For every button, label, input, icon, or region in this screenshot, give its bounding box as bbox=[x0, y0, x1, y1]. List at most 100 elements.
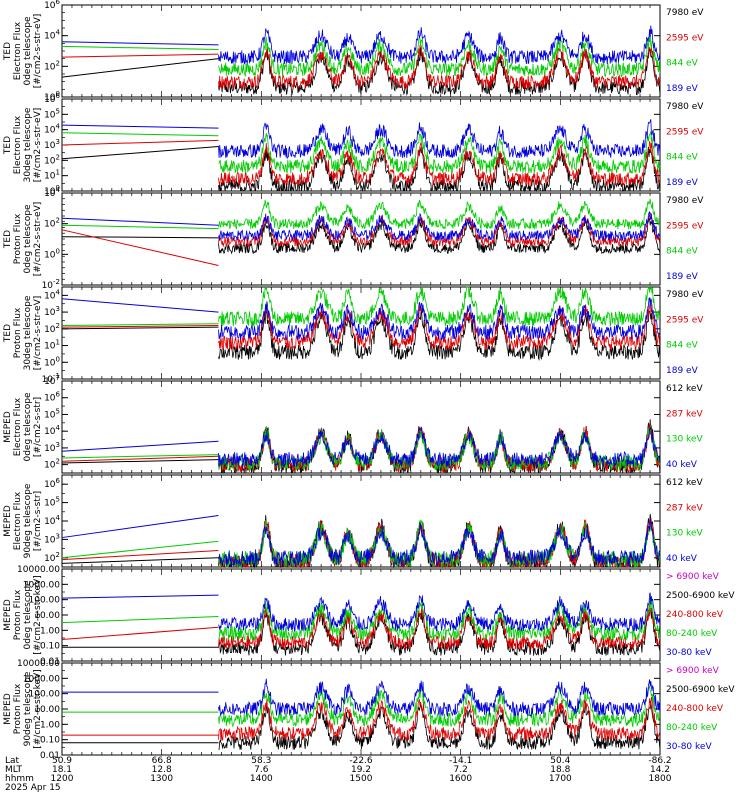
y-tick-label: 104 bbox=[44, 424, 60, 437]
legend-entry: 30-80 keV bbox=[666, 648, 712, 658]
series-trace bbox=[218, 308, 661, 361]
y-axis-label: TED Electron Flux 30deg telescope [#/cm2-s-… bbox=[3, 107, 43, 182]
series-gap-line bbox=[61, 549, 219, 561]
legend-entry: 287 keV bbox=[666, 409, 703, 419]
y-axis-label: TED Proton Flux 0deg telescope [#/cm2-s-str… bbox=[3, 202, 43, 277]
series-gap-line bbox=[61, 229, 219, 266]
y-tick-label: 0.01 bbox=[40, 751, 60, 761]
y-label-line: MEPED bbox=[3, 505, 13, 537]
y-label-line: [#/cm2-s-str] bbox=[33, 397, 43, 457]
legend-entry: 80-240 keV bbox=[666, 723, 718, 733]
y-label-line: TED bbox=[3, 136, 13, 155]
y-tick-label: 1000.00 bbox=[23, 674, 60, 684]
y-tick-label: 100.00 bbox=[29, 596, 61, 606]
footer-lat: 58.3 bbox=[251, 756, 271, 766]
y-tick-label: 101 bbox=[44, 339, 60, 352]
y-tick-label: 1000.00 bbox=[23, 580, 60, 590]
footer-row-label: hhmm bbox=[5, 774, 34, 784]
series-gap-line bbox=[61, 132, 219, 137]
series-trace bbox=[218, 678, 661, 718]
legend-entry: 7980 eV bbox=[666, 196, 704, 206]
y-tick-label: 1.00 bbox=[40, 720, 60, 730]
series-trace bbox=[218, 211, 661, 243]
footer-lat: 66.8 bbox=[152, 756, 172, 766]
legend-entry: 844 eV bbox=[666, 153, 699, 163]
y-label-line: MEPED bbox=[3, 693, 13, 725]
footer-hhmm: 1400 bbox=[250, 774, 273, 784]
y-label-line: 30deg telescope bbox=[23, 295, 33, 370]
y-tick-label: 102 bbox=[44, 458, 60, 471]
footer-mlt: 18.8 bbox=[550, 765, 570, 775]
series-gap-line bbox=[61, 224, 219, 230]
y-tick-label: 0.10 bbox=[40, 642, 60, 652]
series-gap-line bbox=[61, 124, 219, 129]
y-label-line: [#/cm2-s-str-eV] bbox=[33, 202, 43, 277]
footer-hhmm: 1500 bbox=[350, 774, 373, 784]
legend-entry: 844 eV bbox=[666, 59, 699, 69]
footer-lat: -86.2 bbox=[648, 756, 671, 766]
legend-entry: 2595 eV bbox=[666, 33, 704, 43]
y-axis-label: MEPED Electron Flux 0deg telescope [#/cm2-s… bbox=[3, 392, 43, 462]
series-gap-line bbox=[61, 514, 219, 539]
y-tick-label: 105 bbox=[44, 496, 60, 509]
series-gap-line bbox=[61, 626, 219, 641]
y-label-line: 90deg telescope bbox=[23, 671, 33, 746]
y-tick-label: 106 bbox=[44, 391, 60, 404]
series-gap-line bbox=[61, 324, 219, 328]
series-3 bbox=[61, 131, 661, 175]
y-tick-label: 10.00 bbox=[34, 611, 60, 621]
series-4 bbox=[61, 514, 661, 568]
legend-entry: 844 eV bbox=[666, 247, 699, 257]
series-trace bbox=[218, 300, 661, 351]
footer-hhmm: 1800 bbox=[649, 774, 672, 784]
footer-lat: -14.1 bbox=[449, 756, 472, 766]
series-gap-line bbox=[61, 616, 219, 624]
series-gap-line bbox=[61, 323, 219, 326]
series-3 bbox=[61, 285, 661, 327]
legend-entry: > 6900 keV bbox=[666, 666, 720, 676]
footer-mlt: 14.2 bbox=[650, 765, 670, 775]
y-tick-label: 10000.00 bbox=[17, 659, 60, 669]
legend-entry: 189 eV bbox=[666, 178, 699, 188]
series-trace bbox=[218, 198, 661, 230]
series-gap-line bbox=[61, 298, 219, 313]
series-gap-line bbox=[61, 53, 219, 58]
series-trace bbox=[218, 518, 661, 568]
legend-entry: 7980 eV bbox=[666, 290, 704, 300]
footer-lat: 50.9 bbox=[52, 756, 72, 766]
y-tick-label: 102 bbox=[44, 322, 60, 335]
y-label-line: Proton Flux bbox=[13, 683, 23, 734]
footer-mlt: 7.6 bbox=[254, 765, 269, 775]
y-tick-label: 103 bbox=[44, 138, 60, 151]
y-tick-label: 100.00 bbox=[29, 690, 61, 700]
y-label-line: Electron Flux bbox=[13, 397, 23, 456]
y-axis-label: TED Proton Flux 30deg telescope [#/cm2-s-st… bbox=[3, 295, 43, 370]
y-label-line: Electron Flux bbox=[13, 115, 23, 174]
series-trace bbox=[218, 685, 661, 728]
panel-8: 0.010.101.0010.00100.001000.0010000.00ME… bbox=[3, 659, 735, 761]
y-tick-label: 100 bbox=[44, 247, 60, 260]
footer-mlt: 19.2 bbox=[351, 765, 371, 775]
y-tick-label: 106 bbox=[44, 0, 60, 11]
series-2 bbox=[62, 696, 661, 742]
series-gap-line bbox=[61, 459, 219, 464]
series-4 bbox=[61, 25, 661, 65]
y-axis-label: TED Electron Flux 0deg telescope [#/cm2-s-s… bbox=[3, 14, 43, 89]
footer-axis: LatMLThhmm50.918.1120066.812.8130058.37.… bbox=[5, 756, 672, 793]
y-tick-label: 102 bbox=[44, 153, 60, 166]
legend-entry: 2595 eV bbox=[666, 127, 704, 137]
series-2 bbox=[61, 44, 661, 90]
series-gap-line bbox=[61, 326, 219, 330]
legend-entry: 7980 eV bbox=[666, 8, 704, 18]
series-gap-line bbox=[61, 440, 219, 452]
series-trace bbox=[218, 519, 661, 569]
series-4 bbox=[61, 211, 661, 243]
legend-entry: 189 eV bbox=[666, 366, 699, 376]
footer-mlt: 12.8 bbox=[152, 765, 172, 775]
y-tick-label: 105 bbox=[44, 107, 60, 120]
y-label-line: TED bbox=[3, 42, 13, 61]
